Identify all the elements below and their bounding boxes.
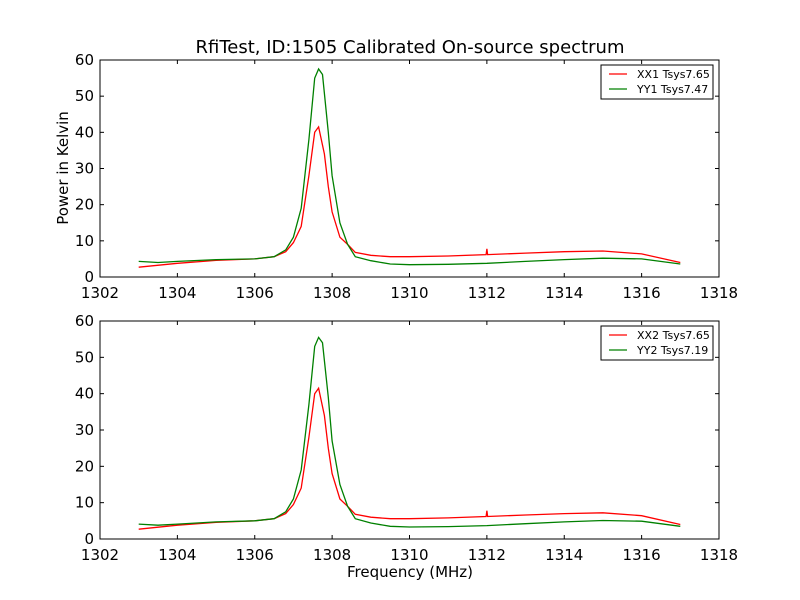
x-tick-label: 1308 — [313, 284, 351, 302]
x-tick-label: 1312 — [468, 284, 506, 302]
x-axis-label: Frequency (MHz) — [347, 563, 473, 581]
y-tick-label: 40 — [75, 385, 94, 403]
y-tick-label: 60 — [75, 312, 94, 330]
legend-box — [600, 325, 714, 361]
x-tick-label: 1314 — [545, 284, 583, 302]
x-tick-label: 1304 — [158, 546, 196, 564]
series-line-YY2 — [138, 336, 681, 528]
y-tick-label: 50 — [75, 87, 94, 105]
x-tick-label: 1318 — [700, 546, 738, 564]
legend: XX1 Tsys7.65 YY1 Tsys7.47 — [600, 64, 714, 100]
legend-label: YY2 Tsys7.19 — [636, 344, 708, 357]
x-tick-label: 1318 — [700, 284, 738, 302]
legend-label: YY1 Tsys7.47 — [636, 83, 708, 96]
y-tick-label: 20 — [75, 196, 94, 214]
x-tick-label: 1316 — [623, 546, 661, 564]
chart-title: RfiTest, ID:1505 Calibrated On-source sp… — [196, 37, 625, 58]
y-tick-label: 30 — [75, 421, 94, 439]
legend-label: XX2 Tsys7.65 — [637, 329, 710, 342]
x-tick-label: 1310 — [390, 284, 428, 302]
x-tick-label: 1314 — [545, 546, 583, 564]
y-tick-label: 50 — [75, 348, 94, 366]
y-tick-label: 30 — [75, 160, 94, 178]
series-line-XX2 — [138, 386, 681, 530]
x-tick-label: 1302 — [81, 546, 119, 564]
x-tick-label: 1310 — [390, 546, 428, 564]
y-tick-label: 10 — [75, 494, 94, 512]
series-line-YY1 — [138, 67, 681, 266]
x-tick-label: 1312 — [468, 546, 506, 564]
y-tick-label: 20 — [75, 457, 94, 475]
x-tick-label: 1306 — [236, 284, 274, 302]
legend-label: XX1 Tsys7.65 — [637, 68, 710, 81]
x-tick-label: 1308 — [313, 546, 351, 564]
legend-box — [600, 64, 714, 100]
panel-1: 1302 1304 1306 1308 1310 1312 1314 1316 1318 0 10 2… — [75, 51, 738, 302]
x-tick-label: 1302 — [81, 284, 119, 302]
y-tick-label: 0 — [84, 268, 94, 286]
x-tick-label: 1306 — [236, 546, 274, 564]
y-tick-label: 60 — [75, 51, 94, 69]
series-line-XX1 — [138, 125, 681, 268]
y-axis-label: Power in Kelvin — [54, 111, 72, 225]
y-tick-label: 10 — [75, 232, 94, 250]
x-tick-label: 1316 — [623, 284, 661, 302]
panel-2: 1302 1304 1306 1308 1310 1312 1314 1316 1318 0 10 2… — [75, 312, 738, 564]
y-tick-label: 0 — [84, 530, 94, 548]
x-tick-label: 1304 — [158, 284, 196, 302]
y-tick-label: 40 — [75, 123, 94, 141]
legend: XX2 Tsys7.65 YY2 Tsys7.19 — [600, 325, 714, 361]
